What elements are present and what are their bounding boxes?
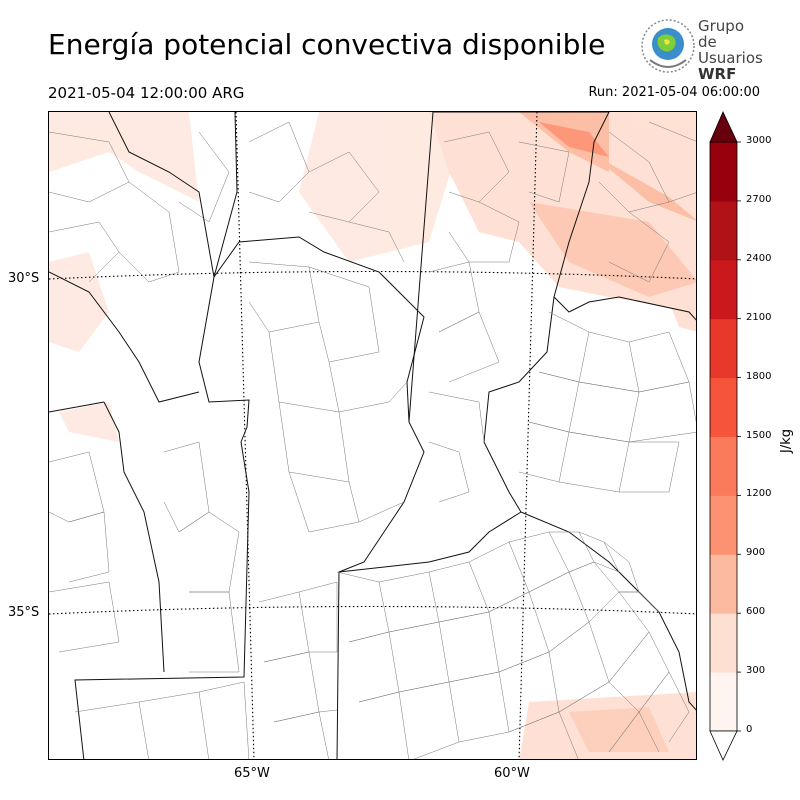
logo-line-1: Grupo de	[698, 17, 744, 51]
colorbar-tick-label: 600	[746, 606, 766, 618]
graticule	[49, 112, 696, 759]
province-borders	[49, 112, 696, 759]
map-title: Energía potencial convectiva disponible	[48, 28, 606, 61]
lat-label-30s: 30°S	[8, 271, 40, 286]
colorbar-tick-label: 0	[746, 724, 753, 735]
lat-label-35s: 35°S	[8, 605, 40, 620]
colorbar-tick-label: 2100	[746, 311, 772, 323]
colorbar-tick-label: 900	[746, 547, 766, 559]
colorbar-band	[710, 554, 737, 614]
department-borders	[49, 121, 696, 759]
colorbar-tick-label: 1200	[746, 488, 772, 500]
map-canvas	[49, 112, 696, 759]
valid-time: 2021-05-04 12:00:00 ARG	[48, 84, 245, 102]
colorbar-tick-label: 3000	[746, 135, 772, 146]
colorbar-tick-label: 300	[746, 665, 766, 677]
colorbar-band	[710, 142, 737, 202]
colorbar-band	[710, 672, 737, 732]
colorbar-outline	[709, 141, 738, 732]
colorbar-band	[710, 318, 737, 379]
colorbar-band	[710, 377, 737, 437]
colorbar-extend-high	[709, 111, 738, 143]
logo-line-3: WRF	[698, 65, 737, 83]
wrf-logo: Grupo de Usuarios WRF	[640, 18, 763, 82]
cape-shading	[49, 112, 696, 759]
globe-icon	[641, 19, 695, 73]
colorbar-band	[710, 200, 737, 261]
colorbar-bands	[709, 141, 738, 732]
logo-line-2: Usuarios	[698, 49, 763, 67]
colorbar-tick-label: 1500	[746, 429, 772, 441]
lon-label-60w: 60°W	[494, 766, 530, 781]
colorbar-extend-low	[709, 730, 738, 761]
map-panel	[48, 111, 697, 760]
colorbar-tick-label: 1800	[746, 370, 772, 382]
run-time: Run: 2021-05-04 06:00:00	[588, 85, 760, 100]
colorbar-band	[710, 436, 737, 496]
colorbar-band	[710, 613, 737, 673]
colorbar-band	[710, 259, 737, 320]
colorbar-tick-label: 2400	[746, 252, 772, 264]
colorbar-tick-marks	[737, 141, 741, 732]
colorbar-band	[710, 495, 737, 555]
colorbar-unit: J/kg	[779, 429, 794, 453]
colorbar-tick-label: 2700	[746, 193, 772, 205]
logo-text: Grupo de Usuarios WRF	[698, 18, 763, 82]
lon-label-65w: 65°W	[234, 766, 270, 781]
